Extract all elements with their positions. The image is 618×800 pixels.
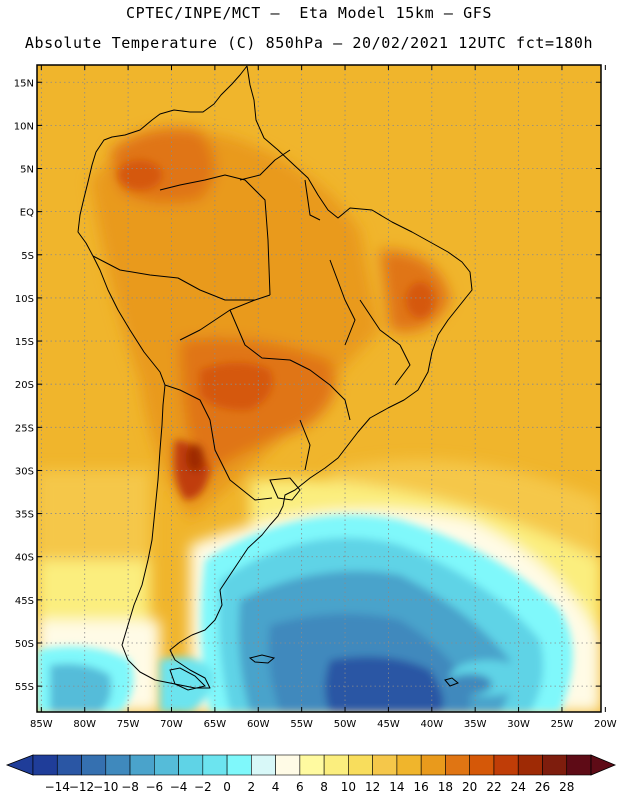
lat-label: EQ bbox=[20, 208, 34, 219]
map-title-line2: Absolute Temperature (C) 850hPa – 20/02/… bbox=[24, 34, 594, 52]
colorbar-swatch bbox=[469, 754, 495, 776]
lat-label: 10N bbox=[14, 121, 34, 132]
colorbar-swatch bbox=[420, 754, 446, 776]
lat-label: 15N bbox=[14, 78, 34, 89]
temperature-field bbox=[37, 65, 601, 712]
colorbar-label: −8 bbox=[121, 780, 139, 794]
lon-label: 70W bbox=[160, 719, 183, 730]
colorbar-swatch bbox=[32, 754, 58, 776]
lon-label: 60W bbox=[247, 719, 270, 730]
colorbar-label: 2 bbox=[248, 780, 256, 794]
colorbar-label: 22 bbox=[486, 780, 501, 794]
colorbar-swatch bbox=[202, 754, 228, 776]
lat-label: 15S bbox=[15, 337, 34, 348]
lat-label: 30S bbox=[15, 466, 34, 477]
colorbar-label: 24 bbox=[511, 780, 526, 794]
lon-label: 35W bbox=[464, 719, 487, 730]
lat-label: 35S bbox=[15, 510, 34, 521]
colorbar-swatch bbox=[275, 754, 301, 776]
colorbar-label: 6 bbox=[296, 780, 304, 794]
colorbar-label: 16 bbox=[414, 780, 429, 794]
lon-label: 40W bbox=[420, 719, 443, 730]
lon-label: 65W bbox=[204, 719, 227, 730]
lon-label: 50W bbox=[334, 719, 357, 730]
colorbar-swatch bbox=[396, 754, 422, 776]
lat-label: 40S bbox=[15, 553, 34, 564]
colorbar-swatch bbox=[56, 754, 82, 776]
lat-label: 45S bbox=[15, 596, 34, 607]
colorbar-swatch bbox=[323, 754, 349, 776]
lat-label: 55S bbox=[15, 682, 34, 693]
islands bbox=[169, 477, 459, 691]
lat-label: 25S bbox=[15, 423, 34, 434]
lat-label: 5N bbox=[20, 165, 34, 176]
lat-label: 50S bbox=[15, 639, 34, 650]
lon-label: 20W bbox=[594, 719, 617, 730]
colorbar-label: −6 bbox=[145, 780, 163, 794]
colorbar-label: 26 bbox=[535, 780, 550, 794]
colorbar-swatch bbox=[178, 754, 204, 776]
colorbar-label: 14 bbox=[389, 780, 404, 794]
colorbar-label: 10 bbox=[341, 780, 356, 794]
colorbar-swatch bbox=[517, 754, 543, 776]
colorbar-label: −2 bbox=[194, 780, 212, 794]
colorbar-swatch bbox=[81, 754, 107, 776]
colorbar-label: −14 bbox=[45, 780, 70, 794]
colorbar-label: 12 bbox=[365, 780, 380, 794]
colorbar-swatch bbox=[542, 754, 568, 776]
colorbar-label: −4 bbox=[170, 780, 188, 794]
lon-label: 75W bbox=[117, 719, 140, 730]
lat-label: 20S bbox=[15, 380, 34, 391]
colorbar-label: 20 bbox=[462, 780, 477, 794]
lon-label: 80W bbox=[73, 719, 96, 730]
lon-label: 25W bbox=[551, 719, 574, 730]
coastline bbox=[77, 65, 473, 689]
colorbar-swatch bbox=[251, 754, 276, 776]
colorbar-label: 28 bbox=[559, 780, 574, 794]
axis-ticks bbox=[37, 65, 606, 712]
colorbar-swatch bbox=[105, 754, 131, 776]
colorbar-max-arrow bbox=[590, 754, 617, 776]
colorbar-swatch bbox=[226, 754, 252, 776]
temperature-colorbar bbox=[5, 754, 617, 776]
colorbar-swatch bbox=[299, 754, 325, 776]
lon-label: 30W bbox=[507, 719, 530, 730]
colorbar-label: −10 bbox=[93, 780, 118, 794]
map-title-line1: CPTEC/INPE/MCT – Eta Model 15km – GFS bbox=[126, 4, 492, 22]
colorbar-label: −12 bbox=[69, 780, 94, 794]
colorbar-label: 0 bbox=[223, 780, 231, 794]
lat-label: 5S bbox=[21, 251, 34, 262]
colorbar-swatch bbox=[154, 754, 179, 776]
colorbar-swatch bbox=[493, 754, 519, 776]
colorbar-swatch bbox=[372, 754, 398, 776]
colorbar-swatch bbox=[348, 754, 373, 776]
lon-label: 45W bbox=[377, 719, 400, 730]
colorbar-swatch bbox=[445, 754, 470, 776]
colorbar-label: 8 bbox=[320, 780, 328, 794]
lat-label: 10S bbox=[15, 294, 34, 305]
lon-label: 85W bbox=[30, 719, 53, 730]
colorbar-label: 18 bbox=[438, 780, 453, 794]
colorbar-min-arrow bbox=[5, 754, 34, 776]
colorbar-label: 4 bbox=[272, 780, 280, 794]
longitude-labels: 85W 80W 75W 70W 65W 60W 55W 50W 45W 40W 35W 30W 25W 2… bbox=[30, 719, 617, 730]
colorbar-swatch bbox=[129, 754, 155, 776]
latitude-labels: 15N 10N 5N EQ 5S 10S 15S 20S 25S 30S 35S 40S 45S 50S 5… bbox=[14, 78, 34, 693]
map-frame bbox=[36, 64, 602, 713]
lon-label: 55W bbox=[290, 719, 313, 730]
colorbar-swatch bbox=[566, 754, 592, 776]
colorbar-labels: −14−12−10 −8 −6 −4 −2 0 2 4 6 8 10 12 14 16 18 20 22 24 26… bbox=[45, 780, 575, 794]
